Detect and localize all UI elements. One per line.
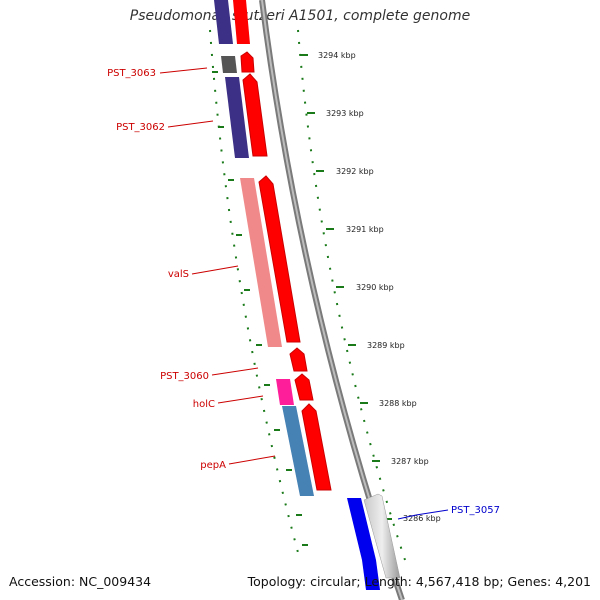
gene-bar-valS-outer[interactable] <box>240 178 282 347</box>
gene-label[interactable]: PST_3063 <box>107 68 156 79</box>
tick-label: 3290 kbp <box>356 283 394 292</box>
gene-bar-PST_3063-outer[interactable] <box>221 56 237 73</box>
tick-label: 3288 kbp <box>379 399 417 408</box>
gene-label[interactable]: holC <box>193 399 215 410</box>
gene-arrow-valS[interactable] <box>258 175 301 343</box>
tick-label: 3287 kbp <box>391 457 429 466</box>
gene-label[interactable]: pepA <box>200 460 226 471</box>
tick-label: 3289 kbp <box>367 341 405 350</box>
gene-bar-PST_3062-outer[interactable] <box>225 77 249 158</box>
gene-label[interactable]: valS <box>168 269 189 280</box>
gene-bar-holC-outer[interactable] <box>276 379 294 405</box>
gene-label[interactable]: PST_3057 <box>451 505 500 516</box>
gene-arrow-PST_3063[interactable] <box>240 51 255 73</box>
tick-label: 3292 kbp <box>336 167 374 176</box>
tick-label: 3293 kbp <box>326 109 364 118</box>
tick-label: 3291 kbp <box>346 225 384 234</box>
tick-label: 3286 kbp <box>403 514 441 523</box>
outer-tick-marks <box>212 71 308 546</box>
map-title: Pseudomonas stutzeri A1501, complete gen… <box>129 8 471 24</box>
gene-label[interactable]: PST_3060 <box>160 371 209 382</box>
gene-bar-pepA-outer[interactable] <box>282 406 314 496</box>
gene-bar-top-blue[interactable] <box>214 0 233 44</box>
gene-bar-PST_3057-shadow[interactable] <box>363 493 401 579</box>
scale-labels: 3294 kbp 3293 kbp 3292 kbp 3291 kbp 3290… <box>318 51 441 523</box>
tick-label: 3294 kbp <box>318 51 356 60</box>
gene-bar-top-red[interactable] <box>233 0 250 44</box>
gene-arrow-PST_3062[interactable] <box>242 73 268 157</box>
label-leaders <box>159 67 449 520</box>
gene-arrow-pepA[interactable] <box>301 403 332 491</box>
gene-label[interactable]: PST_3062 <box>116 122 165 133</box>
gene-arrow-holC[interactable] <box>294 373 314 401</box>
accession-text: Accession: NC_009434 <box>9 574 152 589</box>
gene-arrow-PST_3060[interactable] <box>289 347 308 372</box>
gene-bar-PST_3057[interactable] <box>347 498 376 560</box>
gene-bar-bottom-blue[interactable] <box>362 560 380 590</box>
genome-summary: Topology: circular; Length: 4,567,418 bp… <box>247 574 591 589</box>
